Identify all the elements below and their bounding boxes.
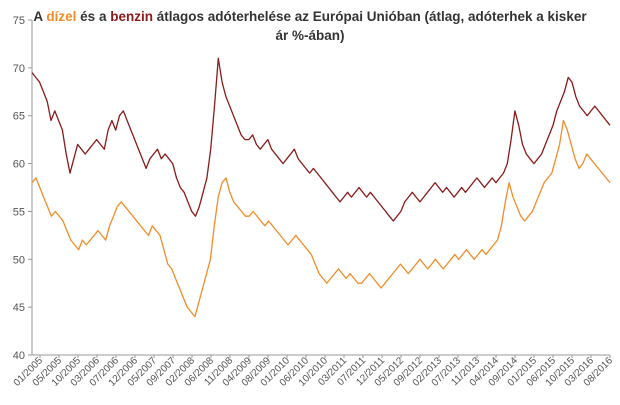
title-part: átlagos adóterhelése az Európai Unióban … — [152, 9, 587, 43]
y-tick-label: 70 — [13, 63, 25, 75]
title-part-diesel: dízel — [46, 9, 77, 24]
title-part: A — [33, 9, 47, 24]
y-tick-label: 45 — [13, 302, 25, 314]
series-layer — [31, 57, 611, 318]
axes — [31, 20, 610, 356]
y-tick-label: 40 — [13, 350, 25, 362]
y-axis-ticks: 40 45 50 55 60 65 70 75 — [13, 15, 32, 362]
y-tick-label: 65 — [13, 111, 25, 123]
series-line-benzin — [31, 57, 611, 222]
y-tick-label: 50 — [13, 254, 25, 266]
title-part: és a — [76, 9, 111, 24]
chart-title: A dízel és a benzin átlagos adóterhelése… — [30, 7, 590, 45]
series-line-dizel — [31, 119, 611, 318]
y-tick-label: 75 — [13, 15, 25, 27]
x-axis-ticks: 01/200505/200510/200503/200607/200612/20… — [12, 355, 615, 389]
y-tick-label: 60 — [13, 159, 25, 171]
y-tick-label: 55 — [13, 206, 25, 218]
title-part-petrol: benzin — [110, 9, 153, 24]
